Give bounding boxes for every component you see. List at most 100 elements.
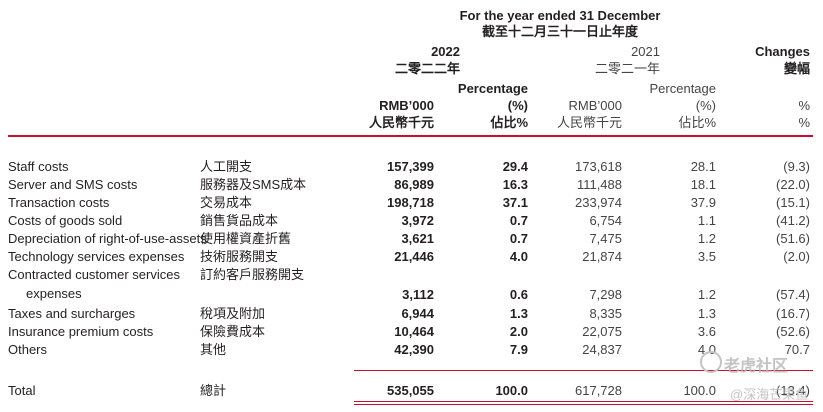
total-top-rule [354,370,813,371]
pct-2022: 7.9 [509,342,528,357]
header-rule [8,135,813,137]
pct-2022: 29.4 [502,159,528,174]
pct-2022-zh-header: 佔比% [490,115,528,130]
value-2022: 3,112 [402,287,434,302]
rmb-2021-header: RMB’000 [568,98,622,113]
changes-zh-label: 變幅 [783,61,810,76]
row-label-zh: 交易成本 [200,195,253,210]
value-2021: 8,335 [589,306,622,321]
value-2022: 21,446 [394,249,434,264]
pct-2021: 1.1 [697,213,716,228]
pct-2022: 16.3 [502,177,528,192]
pct-2021: 37.9 [690,195,716,210]
row-label-zh: 人工開支 [200,159,253,174]
total-2022-pct: 100.0 [495,383,528,398]
pct-2022: 0.7 [509,213,528,228]
value-2022: 42,390 [394,342,434,357]
row-label-zh: 技術服務開支 [200,249,279,264]
row-label-en: Contracted customer services [8,267,180,282]
row-label-en: Transaction costs [8,195,110,210]
pct-2021: 18.1 [690,177,716,192]
value-2021: 233,974 [575,195,622,210]
change-pct: (9.3) [783,159,810,174]
change-pct: (2.0) [783,249,810,264]
watermark-community: 老虎社区 [724,358,789,375]
change-pct: (52.6) [776,324,810,339]
changes-unit: % [798,98,810,113]
value-2021: 6,754 [589,213,622,228]
value-2022: 198,718 [387,195,434,210]
row-label-en: Insurance premium costs [8,324,154,339]
rmb-2022-header: RMB’000 [379,98,434,113]
row-label-zh: 使用權資產折舊 [200,231,292,246]
change-pct: 70.7 [784,342,810,357]
value-2022: 157,399 [387,159,434,174]
value-2021: 21,874 [582,249,622,264]
total-2021-value: 617,728 [575,383,622,398]
row-label-zh: 服務器及SMS成本 [200,177,307,192]
year-2022-label: 2022 [431,44,460,59]
pct-2021: 1.2 [697,231,716,246]
row-label-en-cont: expenses [26,286,82,301]
total-bottom-rule-1 [354,401,813,402]
tiger-logo-icon [700,351,722,373]
row-label-en: Technology services expenses [8,249,185,264]
pct-2022: 37.1 [502,195,528,210]
rmb-2021-zh-header: 人民幣千元 [556,115,622,130]
row-label-en: Costs of goods sold [8,213,123,228]
value-2021: 24,837 [582,342,622,357]
pct-2022: 2.0 [509,324,528,339]
row-label-zh: 訂約客戶服務開支 [200,267,305,282]
change-pct: (16.7) [776,306,810,321]
row-label-en: Others [8,342,48,357]
change-pct: (57.4) [776,287,810,302]
changes-label: Changes [755,44,810,59]
total-2022-value: 535,055 [387,383,434,398]
period-heading-en: For the year ended 31 December [459,8,661,23]
change-pct: (41.2) [776,213,810,228]
value-2021: 173,618 [575,159,622,174]
changes-unit-2: % [798,115,810,130]
value-2021: 111,488 [576,177,622,192]
total-bottom-rule-2 [354,404,813,405]
pct-2021-unit: (%) [695,98,716,113]
pct-2022-unit: (%) [507,98,528,113]
row-label-en: Taxes and surcharges [8,306,136,321]
value-2021: 22,075 [582,324,622,339]
row-label-en: Staff costs [8,159,69,174]
row-label-en: Server and SMS costs [8,177,138,192]
row-label-zh: 稅項及附加 [200,306,266,321]
total-label-en: Total [8,383,36,398]
pct-2021: 28.1 [690,159,716,174]
value-2022: 6,944 [401,306,434,321]
change-pct: (22.0) [776,177,810,192]
row-label-zh: 其他 [200,342,227,357]
pct-2022: 0.7 [509,231,528,246]
pct-2021: 1.3 [697,306,716,321]
value-2022: 3,972 [401,213,434,228]
pct-2021: 1.2 [697,287,716,302]
total-change: (13.4) [776,383,810,398]
pct-2021: 3.5 [697,249,716,264]
change-pct: (15.1) [776,195,810,210]
pct-2022: 1.3 [509,306,528,321]
total-label-zh: 總計 [200,383,227,398]
pct-2022: 0.6 [509,287,528,302]
pct-2021: 3.6 [697,324,716,339]
row-label-en: Depreciation of right-of-use-assets [8,231,207,246]
value-2021: 7,298 [589,287,622,302]
rmb-2022-zh-header: 人民幣千元 [368,115,434,130]
row-label-zh: 銷售貨品成本 [200,213,279,228]
total-2021-pct: 100.0 [683,383,716,398]
value-2021: 7,475 [589,231,622,246]
period-heading-zh: 截至十二月三十一日止年度 [481,24,638,39]
year-2021-label: 2021 [631,44,660,59]
year-2021-zh-label: 二零二一年 [594,61,660,76]
watermark-author: @深海芒果鱼 [730,387,809,402]
pct-2021-zh-header: 佔比% [678,115,716,130]
pct-2022: 4.0 [509,249,528,264]
value-2022: 10,464 [394,324,434,339]
change-pct: (51.6) [776,231,810,246]
value-2022: 3,621 [401,231,434,246]
value-2022: 86,989 [394,177,434,192]
